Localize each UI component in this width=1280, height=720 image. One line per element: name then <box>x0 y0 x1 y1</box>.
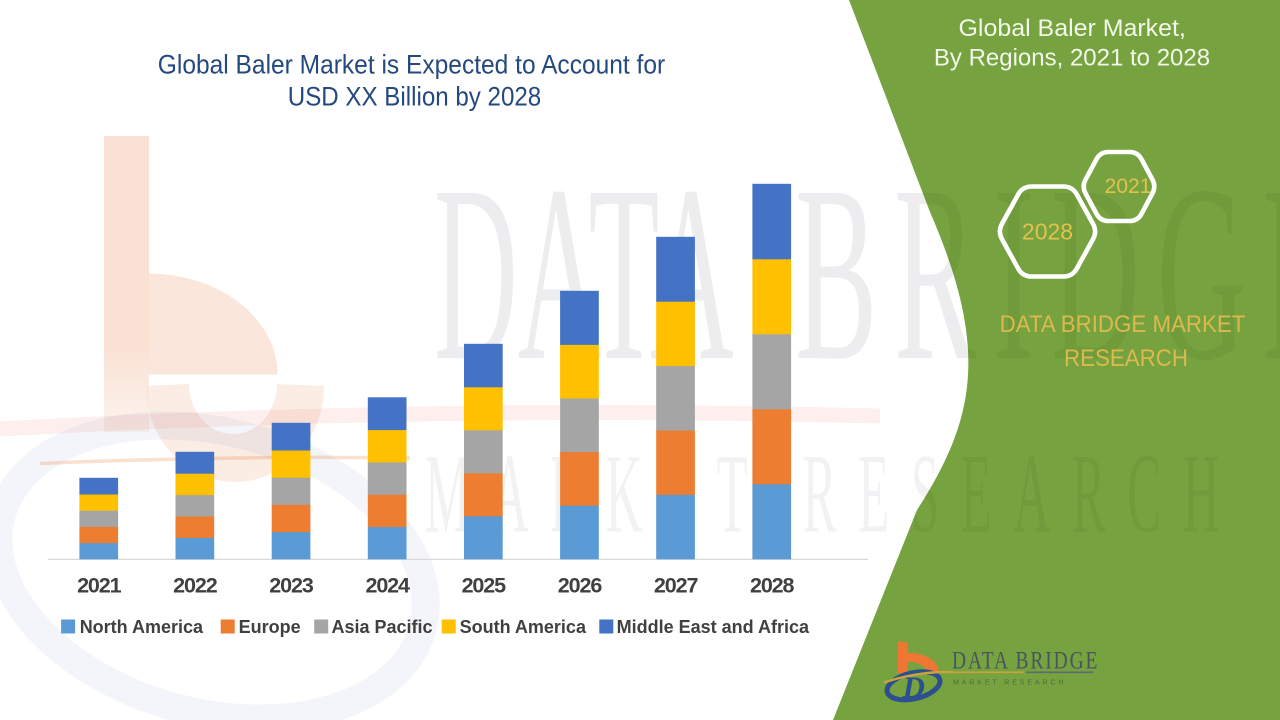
svg-text:2021: 2021 <box>77 574 122 598</box>
svg-text:DATA BRIDGE: DATA BRIDGE <box>952 646 1099 674</box>
svg-text:DATA BRIDGE MARKET: DATA BRIDGE MARKET <box>1000 310 1246 337</box>
svg-text:North America: North America <box>80 617 204 637</box>
svg-text:2023: 2023 <box>269 574 314 598</box>
svg-text:USD XX Billion by 2028: USD XX Billion by 2028 <box>288 82 541 112</box>
svg-text:Asia Pacific: Asia Pacific <box>332 617 433 637</box>
svg-text:2022: 2022 <box>173 574 218 598</box>
svg-text:By Regions, 2021 to 2028: By Regions, 2021 to 2028 <box>934 45 1210 72</box>
svg-text:2028: 2028 <box>750 574 795 598</box>
svg-text:Global Baler Market,: Global Baler Market, <box>959 16 1186 42</box>
svg-text:2021: 2021 <box>1105 175 1152 198</box>
svg-text:2025: 2025 <box>462 574 507 598</box>
svg-text:RESEARCH: RESEARCH <box>1064 344 1188 371</box>
svg-text:South America: South America <box>460 617 587 637</box>
svg-text:2027: 2027 <box>654 574 699 598</box>
svg-text:D: D <box>902 670 925 705</box>
svg-text:2024: 2024 <box>365 574 410 598</box>
svg-text:2028: 2028 <box>1022 219 1073 245</box>
svg-text:Global Baler Market is Expecte: Global Baler Market is Expected to Accou… <box>158 50 666 79</box>
svg-text:MARKET RESEARCH: MARKET RESEARCH <box>953 680 1066 687</box>
svg-text:Europe: Europe <box>239 617 301 637</box>
svg-text:Middle East and Africa: Middle East and Africa <box>617 617 810 637</box>
svg-text:2026: 2026 <box>558 574 603 598</box>
